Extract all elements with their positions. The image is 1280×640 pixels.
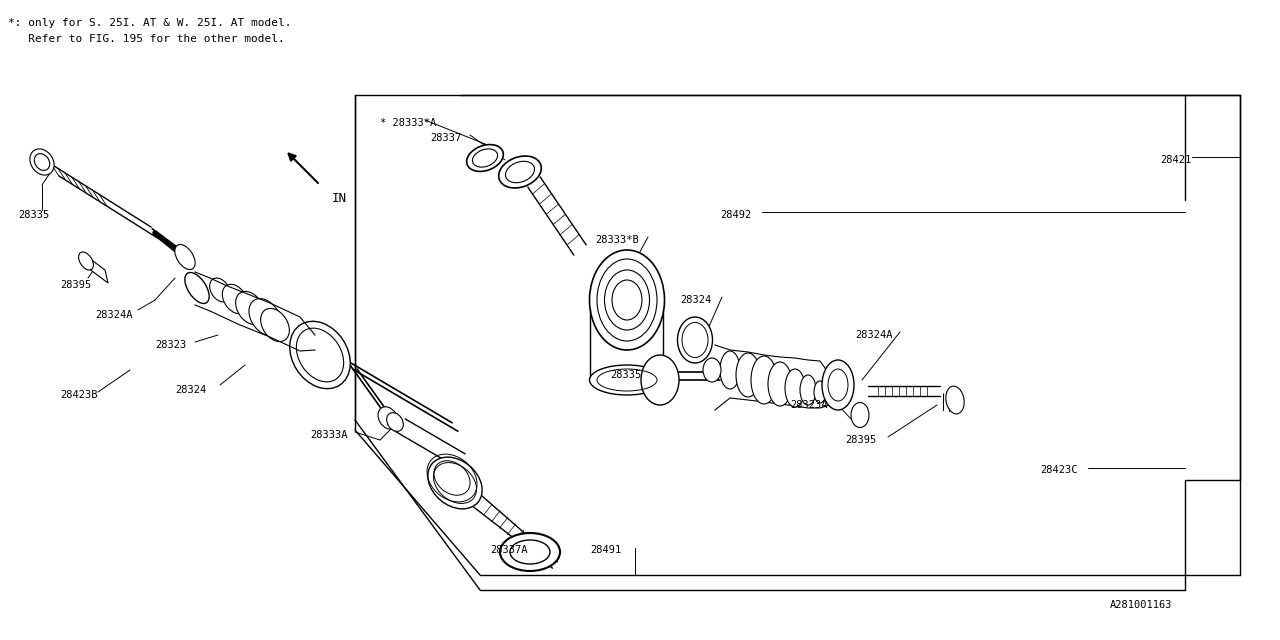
Ellipse shape <box>590 250 664 350</box>
Text: 28333A: 28333A <box>310 430 347 440</box>
Ellipse shape <box>387 413 403 431</box>
Text: 28335: 28335 <box>611 370 641 380</box>
Ellipse shape <box>175 244 195 269</box>
Text: 28324: 28324 <box>175 385 206 395</box>
Ellipse shape <box>703 358 721 382</box>
Text: 28337A: 28337A <box>490 545 527 555</box>
Text: 28423C: 28423C <box>1039 465 1078 475</box>
Text: 28323A: 28323A <box>790 400 827 410</box>
Text: 28324: 28324 <box>680 295 712 305</box>
Ellipse shape <box>677 317 713 363</box>
Ellipse shape <box>467 145 503 172</box>
Text: 28337: 28337 <box>430 133 461 143</box>
Text: 28324A: 28324A <box>95 310 133 320</box>
Ellipse shape <box>851 403 869 428</box>
Text: 28333*B: 28333*B <box>595 235 639 245</box>
Text: 28335: 28335 <box>18 210 49 220</box>
Text: 28323: 28323 <box>155 340 187 350</box>
Text: 28324A: 28324A <box>855 330 892 340</box>
Ellipse shape <box>289 321 351 388</box>
Text: 28395: 28395 <box>60 280 91 290</box>
Text: A281001163: A281001163 <box>1110 600 1172 610</box>
Ellipse shape <box>29 149 54 175</box>
Polygon shape <box>84 255 108 283</box>
Ellipse shape <box>184 273 209 303</box>
Ellipse shape <box>210 278 230 302</box>
Ellipse shape <box>590 365 664 395</box>
Ellipse shape <box>78 252 93 270</box>
Ellipse shape <box>236 291 265 324</box>
Ellipse shape <box>800 375 817 405</box>
Ellipse shape <box>768 362 792 406</box>
Ellipse shape <box>785 369 805 407</box>
Ellipse shape <box>250 299 282 335</box>
Ellipse shape <box>428 457 483 509</box>
Text: Refer to FIG. 195 for the other model.: Refer to FIG. 195 for the other model. <box>8 34 284 44</box>
Text: 28492: 28492 <box>719 210 751 220</box>
Ellipse shape <box>499 156 541 188</box>
Text: 28423B: 28423B <box>60 390 97 400</box>
Ellipse shape <box>261 308 289 342</box>
Ellipse shape <box>736 353 760 397</box>
Text: 28421: 28421 <box>1160 155 1192 165</box>
Ellipse shape <box>500 533 561 571</box>
Ellipse shape <box>719 351 740 389</box>
Text: IN: IN <box>332 192 347 205</box>
Ellipse shape <box>751 356 777 404</box>
Ellipse shape <box>946 386 964 414</box>
Text: 28491: 28491 <box>590 545 621 555</box>
Text: * 28333*A: * 28333*A <box>380 118 436 128</box>
Ellipse shape <box>596 259 657 341</box>
Ellipse shape <box>822 360 854 410</box>
Text: *: only for S. 25I. AT & W. 25I. AT model.: *: only for S. 25I. AT & W. 25I. AT mode… <box>8 18 292 28</box>
Text: 28395: 28395 <box>845 435 877 445</box>
Ellipse shape <box>223 284 248 314</box>
Ellipse shape <box>641 355 678 405</box>
Ellipse shape <box>814 381 826 403</box>
Ellipse shape <box>378 407 398 429</box>
